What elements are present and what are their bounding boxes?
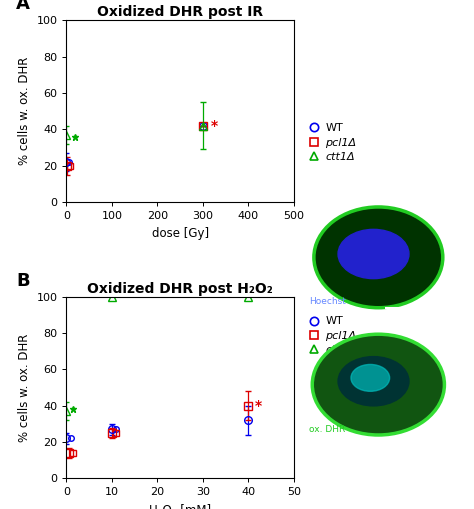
- Ellipse shape: [314, 335, 443, 434]
- Y-axis label: % cells w. ox. DHR: % cells w. ox. DHR: [18, 57, 31, 165]
- Circle shape: [338, 230, 409, 278]
- Text: *: *: [211, 119, 218, 133]
- Title: Oxidized DHR post H₂O₂: Oxidized DHR post H₂O₂: [87, 281, 273, 296]
- Title: Oxidized DHR post IR: Oxidized DHR post IR: [97, 5, 263, 19]
- Circle shape: [338, 357, 409, 406]
- Y-axis label: % cells w. ox. DHR: % cells w. ox. DHR: [18, 333, 31, 442]
- Text: A: A: [16, 0, 30, 13]
- Legend: WT, pcl1Δ, ctt1Δ: WT, pcl1Δ, ctt1Δ: [304, 312, 361, 360]
- Legend: WT, pcl1Δ, ctt1Δ: WT, pcl1Δ, ctt1Δ: [304, 119, 361, 166]
- X-axis label: H₂O₂ [mM]: H₂O₂ [mM]: [149, 503, 211, 509]
- Text: ox. DHR: ox. DHR: [309, 425, 345, 434]
- X-axis label: dose [Gy]: dose [Gy]: [152, 227, 209, 240]
- Text: B: B: [16, 272, 30, 290]
- Text: *: *: [255, 399, 262, 413]
- Text: 4 μm: 4 μm: [398, 307, 421, 317]
- Circle shape: [351, 364, 390, 391]
- Text: Hoechst: Hoechst: [309, 297, 346, 306]
- Ellipse shape: [316, 208, 441, 306]
